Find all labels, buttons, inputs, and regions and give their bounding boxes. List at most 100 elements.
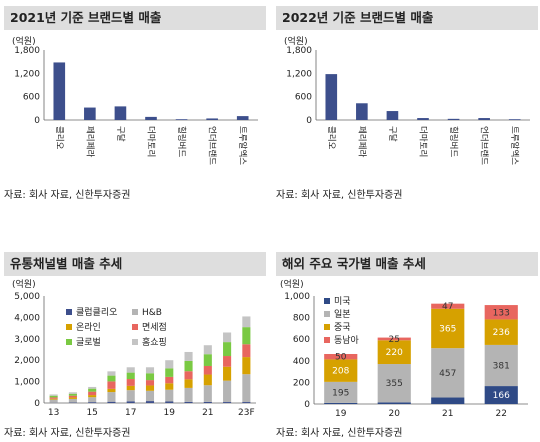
x-tick-label: 21 — [202, 408, 213, 418]
bar-segment-면세점-20 — [184, 371, 193, 380]
bar-segment-온라인-13 — [49, 398, 58, 400]
panel-brand-sales-2022: 2022년 기준 브랜드별 매출 (억원) 0 600 1,200 1,800 클리오 페리… — [276, 6, 538, 202]
x-tick-label: 22 — [496, 409, 507, 419]
bar-힐링버드 — [447, 118, 460, 120]
x-tick-label: 구달 — [115, 126, 126, 142]
data-label: 25 — [389, 335, 400, 345]
bar-segment-글로벌-22 — [223, 342, 232, 357]
bar-언더브랜드 — [206, 118, 218, 120]
bar-segment-H&B-14 — [68, 398, 77, 403]
x-tick-label: 트루알엑스 — [237, 126, 248, 165]
x-tick-label: 클리오 — [326, 126, 336, 150]
y-tick-label: 400 — [293, 357, 310, 367]
panel-channel-sales-trend: 유통채널별 매출 추세 (억원) 0 1,000 2,000 3,000 4,000 5,0… — [4, 252, 266, 440]
y-tick-label: 0 — [306, 116, 312, 126]
legend-label: 동남아 — [334, 335, 360, 346]
x-tick-label: 트루알엑스 — [509, 126, 520, 165]
legend-swatch — [324, 324, 330, 330]
bar-클리오 — [325, 74, 338, 120]
bar-segment-글로벌-16 — [107, 375, 116, 382]
bar-segment-일본-22 — [484, 344, 518, 387]
bar-segment-클럽클리오-16 — [107, 401, 116, 403]
x-tick-label: 언더브랜드 — [207, 126, 218, 165]
legend-label: 홈쇼핑 — [142, 336, 167, 348]
x-tick-label: 힐링버드 — [176, 126, 187, 157]
bar-segment-온라인-18 — [145, 385, 155, 391]
x-tick-label: 15 — [86, 408, 97, 418]
bar-segment-동남아-21 — [431, 303, 465, 309]
bar-segment-클럽클리오-19 — [165, 401, 174, 403]
x-tick-label: 19 — [335, 409, 347, 419]
bar-segment-글로벌-15 — [88, 388, 97, 392]
bar-segment-홈쇼핑-13 — [49, 394, 58, 396]
bar-segment-중국-22 — [484, 319, 518, 345]
bar-segment-글로벌-21 — [203, 354, 212, 366]
data-label: 381 — [493, 361, 510, 371]
data-label: 133 — [493, 308, 510, 318]
data-label: 50 — [335, 353, 347, 363]
bar-segment-H&B-18 — [145, 390, 155, 402]
bar-segment-홈쇼핑-16 — [107, 371, 116, 376]
bar-언더브랜드 — [478, 118, 490, 120]
y-tick-label: 2,000 — [14, 356, 40, 366]
bar-segment-온라인-22 — [223, 366, 232, 381]
x-tick-label: 더마토리 — [418, 126, 428, 157]
bar-더마토리 — [417, 118, 429, 120]
bar-segment-글로벌-18 — [145, 373, 155, 381]
y-tick-label: 1,000 — [14, 378, 40, 388]
bar-segment-온라인-19 — [165, 383, 174, 390]
source-note: 자료: 회사 자료, 신한투자증권 — [276, 428, 403, 439]
bar-segment-중국-21 — [431, 308, 465, 349]
legend-swatch — [132, 309, 138, 315]
legend-swatch — [324, 311, 330, 317]
x-tick-label: 21 — [442, 409, 453, 419]
legend-swatch — [66, 339, 72, 345]
bar-트루알엑스 — [236, 116, 249, 120]
bar-segment-온라인-17 — [126, 385, 135, 391]
x-tick-label: 언더브랜드 — [479, 126, 490, 165]
legend-label: 일본 — [334, 309, 351, 320]
bar-segment-중국-19 — [324, 359, 358, 382]
legend-swatch — [132, 324, 138, 330]
bar-segment-H&B-13 — [49, 399, 58, 403]
bar-segment-동남아-19 — [324, 353, 358, 360]
y-tick-label: 600 — [293, 335, 310, 345]
panel-title: 유통채널별 매출 추세 — [4, 252, 266, 276]
bar-segment-H&B-21 — [203, 385, 212, 402]
bar-segment-일본-20 — [377, 364, 411, 403]
bar-segment-클럽클리오-22 — [223, 402, 232, 403]
bar-segment-글로벌-14 — [68, 393, 77, 396]
y-tick-label: 1,800 — [14, 46, 40, 56]
x-tick-label: 페리페라 — [356, 126, 367, 157]
bar-segment-홈쇼핑-22 — [223, 332, 232, 343]
bar-segment-일본-19 — [324, 381, 358, 403]
bar-segment-클럽클리오-21 — [203, 401, 212, 403]
bar-segment-면세점-18 — [145, 380, 155, 386]
x-tick-label: 구달 — [387, 126, 398, 142]
bar-segment-홈쇼핑-23F — [242, 316, 251, 328]
data-label: 236 — [493, 328, 510, 338]
bar-segment-온라인-21 — [203, 374, 212, 386]
bar-segment-온라인-20 — [184, 379, 193, 388]
brand-sales-2022-chart: (억원) 0 600 1,200 1,800 클리오 페리페라 구달 더마토리 힐링버드 언더브랜드… — [284, 35, 530, 165]
panel-title: 2021년 기준 브랜드별 매출 — [4, 6, 266, 30]
x-tick-label: 23F — [238, 408, 255, 418]
bar-트루알엑스 — [508, 119, 521, 120]
y-unit-label: (억원) — [280, 278, 304, 290]
panel-brand-sales-2021: 2021년 기준 브랜드별 매출 (억원) 0 600 1,200 1,800 클리오 페리… — [4, 6, 266, 202]
y-tick-label: 4,000 — [14, 313, 40, 323]
data-label: 195 — [332, 388, 349, 398]
bar-segment-H&B-20 — [184, 387, 193, 402]
bar-segment-면세점-19 — [165, 376, 174, 384]
bar-segment-미국-22 — [484, 386, 518, 404]
x-tick-label: 20 — [389, 409, 401, 419]
bar-segment-면세점-22 — [223, 356, 232, 367]
y-tick-label: 800 — [293, 314, 310, 324]
legend-swatch — [66, 309, 72, 315]
bar-segment-동남아-22 — [484, 305, 518, 320]
bar-페리페라 — [356, 103, 368, 120]
bar-segment-면세점-16 — [107, 381, 116, 389]
bar-segment-클럽클리오-23F — [242, 402, 251, 403]
legend-swatch — [324, 298, 330, 304]
bar-segment-클럽클리오-17 — [126, 401, 135, 403]
